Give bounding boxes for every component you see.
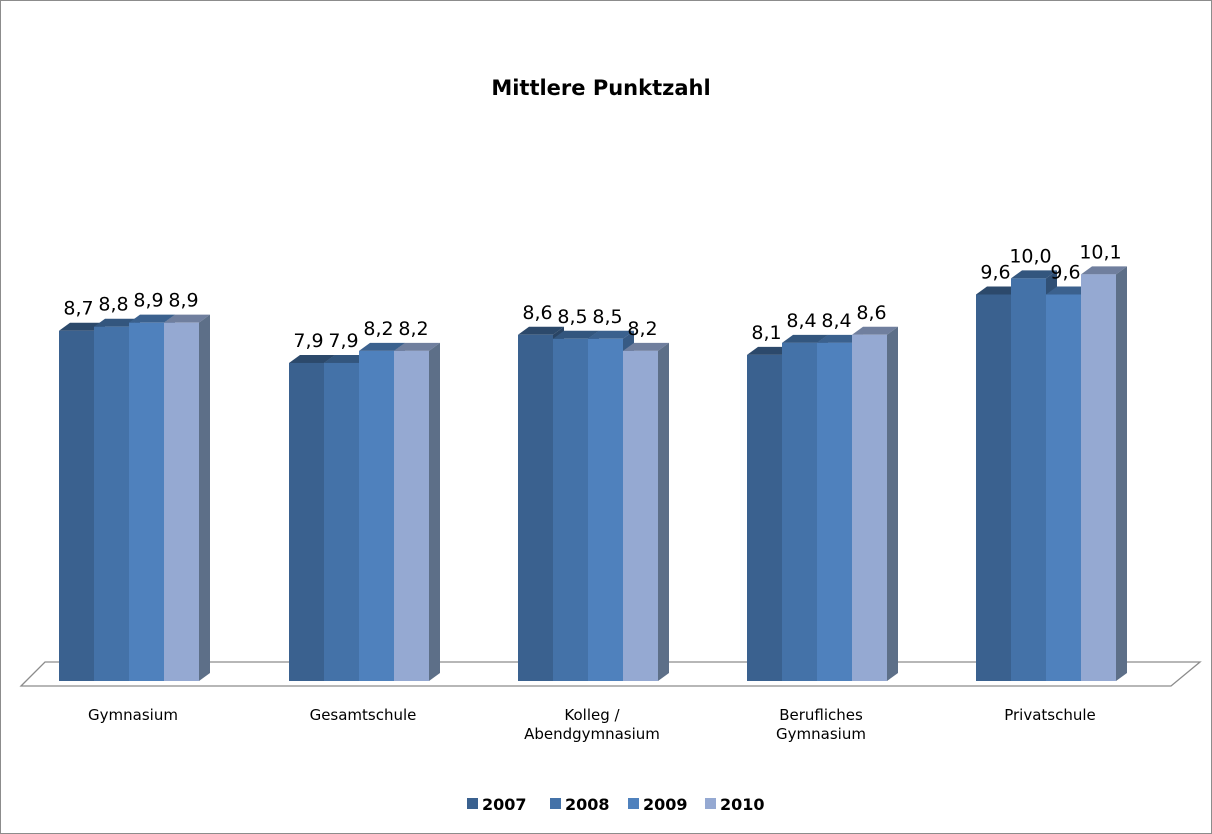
legend-item-2010: 2010: [705, 795, 765, 814]
value-label: 8,5: [557, 306, 587, 328]
value-label: 8,4: [786, 310, 816, 332]
legend-swatch: [705, 798, 716, 809]
value-label: 9,6: [980, 262, 1010, 284]
bar-top: [588, 330, 634, 339]
value-labels-group: 8,7 8,8 8,9 8,97,9 7,98,2 8,28,6 8,5 8,58,2 8,18…: [63, 241, 1121, 352]
bar-front: [324, 362, 359, 681]
bar-front: [623, 350, 658, 681]
value-label: 8,9: [133, 290, 163, 312]
bar-top: [553, 330, 599, 339]
bar-side: [429, 342, 440, 681]
bar-top: [976, 286, 1022, 295]
bar-top: [1081, 266, 1127, 275]
bar-top: [324, 354, 370, 363]
bar-top: [1011, 270, 1057, 279]
value-label: 8,4: [821, 310, 851, 332]
value-label: 8,6: [522, 302, 552, 324]
bar-side: [658, 342, 669, 681]
category-label: Abendgymnasium: [524, 725, 660, 743]
bar-2010-3: [852, 326, 898, 681]
legend-item-2007: 2007: [467, 795, 527, 814]
bar-top: [623, 342, 669, 351]
legend-label: 2008: [565, 795, 610, 814]
bar-side: [887, 326, 898, 681]
bar-front: [782, 342, 817, 681]
bar-front: [747, 354, 782, 681]
legend-swatch: [467, 798, 478, 809]
chart-title: Mittlere Punktzahl: [491, 76, 710, 100]
bar-2010-4: [1081, 266, 1127, 681]
bar-top: [164, 314, 210, 323]
value-label: 8,2: [363, 318, 393, 340]
bar-top: [852, 326, 898, 335]
category-label: Privatschule: [1004, 706, 1096, 724]
category-labels-group: Gymnasium Gesamtschule Kolleg /Abendgymnas…: [88, 706, 1096, 743]
value-label: 8,9: [168, 290, 198, 312]
bar-front: [1046, 294, 1081, 681]
value-label: 8,1: [751, 322, 781, 344]
value-label: 10,1: [1079, 241, 1121, 263]
value-label: 8,5: [592, 306, 622, 328]
legend-item-2009: 2009: [628, 795, 688, 814]
bar-front: [164, 322, 199, 681]
value-label: 8,2: [398, 318, 428, 340]
bars-group: [59, 266, 1127, 681]
value-label: 10,0: [1009, 245, 1051, 267]
value-label: 8,2: [627, 318, 657, 340]
bar-front: [518, 334, 553, 681]
bar-front: [817, 342, 852, 681]
legend-swatch: [550, 798, 561, 809]
bar-2010-2: [623, 342, 669, 681]
value-label: 8,7: [63, 298, 93, 320]
value-label: 8,8: [98, 294, 128, 316]
bar-front: [59, 330, 94, 681]
bar-front: [94, 326, 129, 681]
bar-side: [1116, 266, 1127, 681]
value-label: 9,6: [1050, 262, 1080, 284]
bar-front: [289, 362, 324, 681]
bar-top: [782, 334, 828, 343]
value-label: 7,9: [293, 330, 323, 352]
bar-top: [1046, 286, 1092, 295]
bar-front: [129, 322, 164, 681]
bar-front: [394, 350, 429, 681]
bar-top: [59, 322, 105, 331]
bar-top: [817, 334, 863, 343]
bar-front: [976, 294, 1011, 681]
legend-swatch: [628, 798, 639, 809]
legend-label: 2010: [720, 795, 765, 814]
category-label: Gymnasium: [776, 725, 866, 743]
category-label: Gymnasium: [88, 706, 178, 724]
legend-label: 2009: [643, 795, 688, 814]
bar-top: [359, 342, 405, 351]
bar-front: [1011, 278, 1046, 681]
bar-front: [1081, 274, 1116, 681]
bar-top: [747, 346, 793, 355]
value-label: 7,9: [328, 330, 358, 352]
legend: 2007 2008 2009 2010: [467, 795, 765, 814]
bar-front: [359, 350, 394, 681]
bar-front: [588, 338, 623, 681]
bar-top: [518, 326, 564, 335]
bar-top: [394, 342, 440, 351]
bar-front: [553, 338, 588, 681]
bar-side: [199, 314, 210, 681]
legend-item-2008: 2008: [550, 795, 610, 814]
bar-2010-0: [164, 314, 210, 681]
value-label: 8,6: [856, 302, 886, 324]
category-label: Kolleg /: [564, 706, 620, 724]
bar-top: [129, 314, 175, 323]
bar-top: [289, 354, 335, 363]
bar-top: [94, 318, 140, 327]
bar-front: [852, 334, 887, 681]
category-label: Gesamtschule: [310, 706, 417, 724]
legend-label: 2007: [482, 795, 527, 814]
bar-2010-1: [394, 342, 440, 681]
category-label: Berufliches: [779, 706, 863, 724]
